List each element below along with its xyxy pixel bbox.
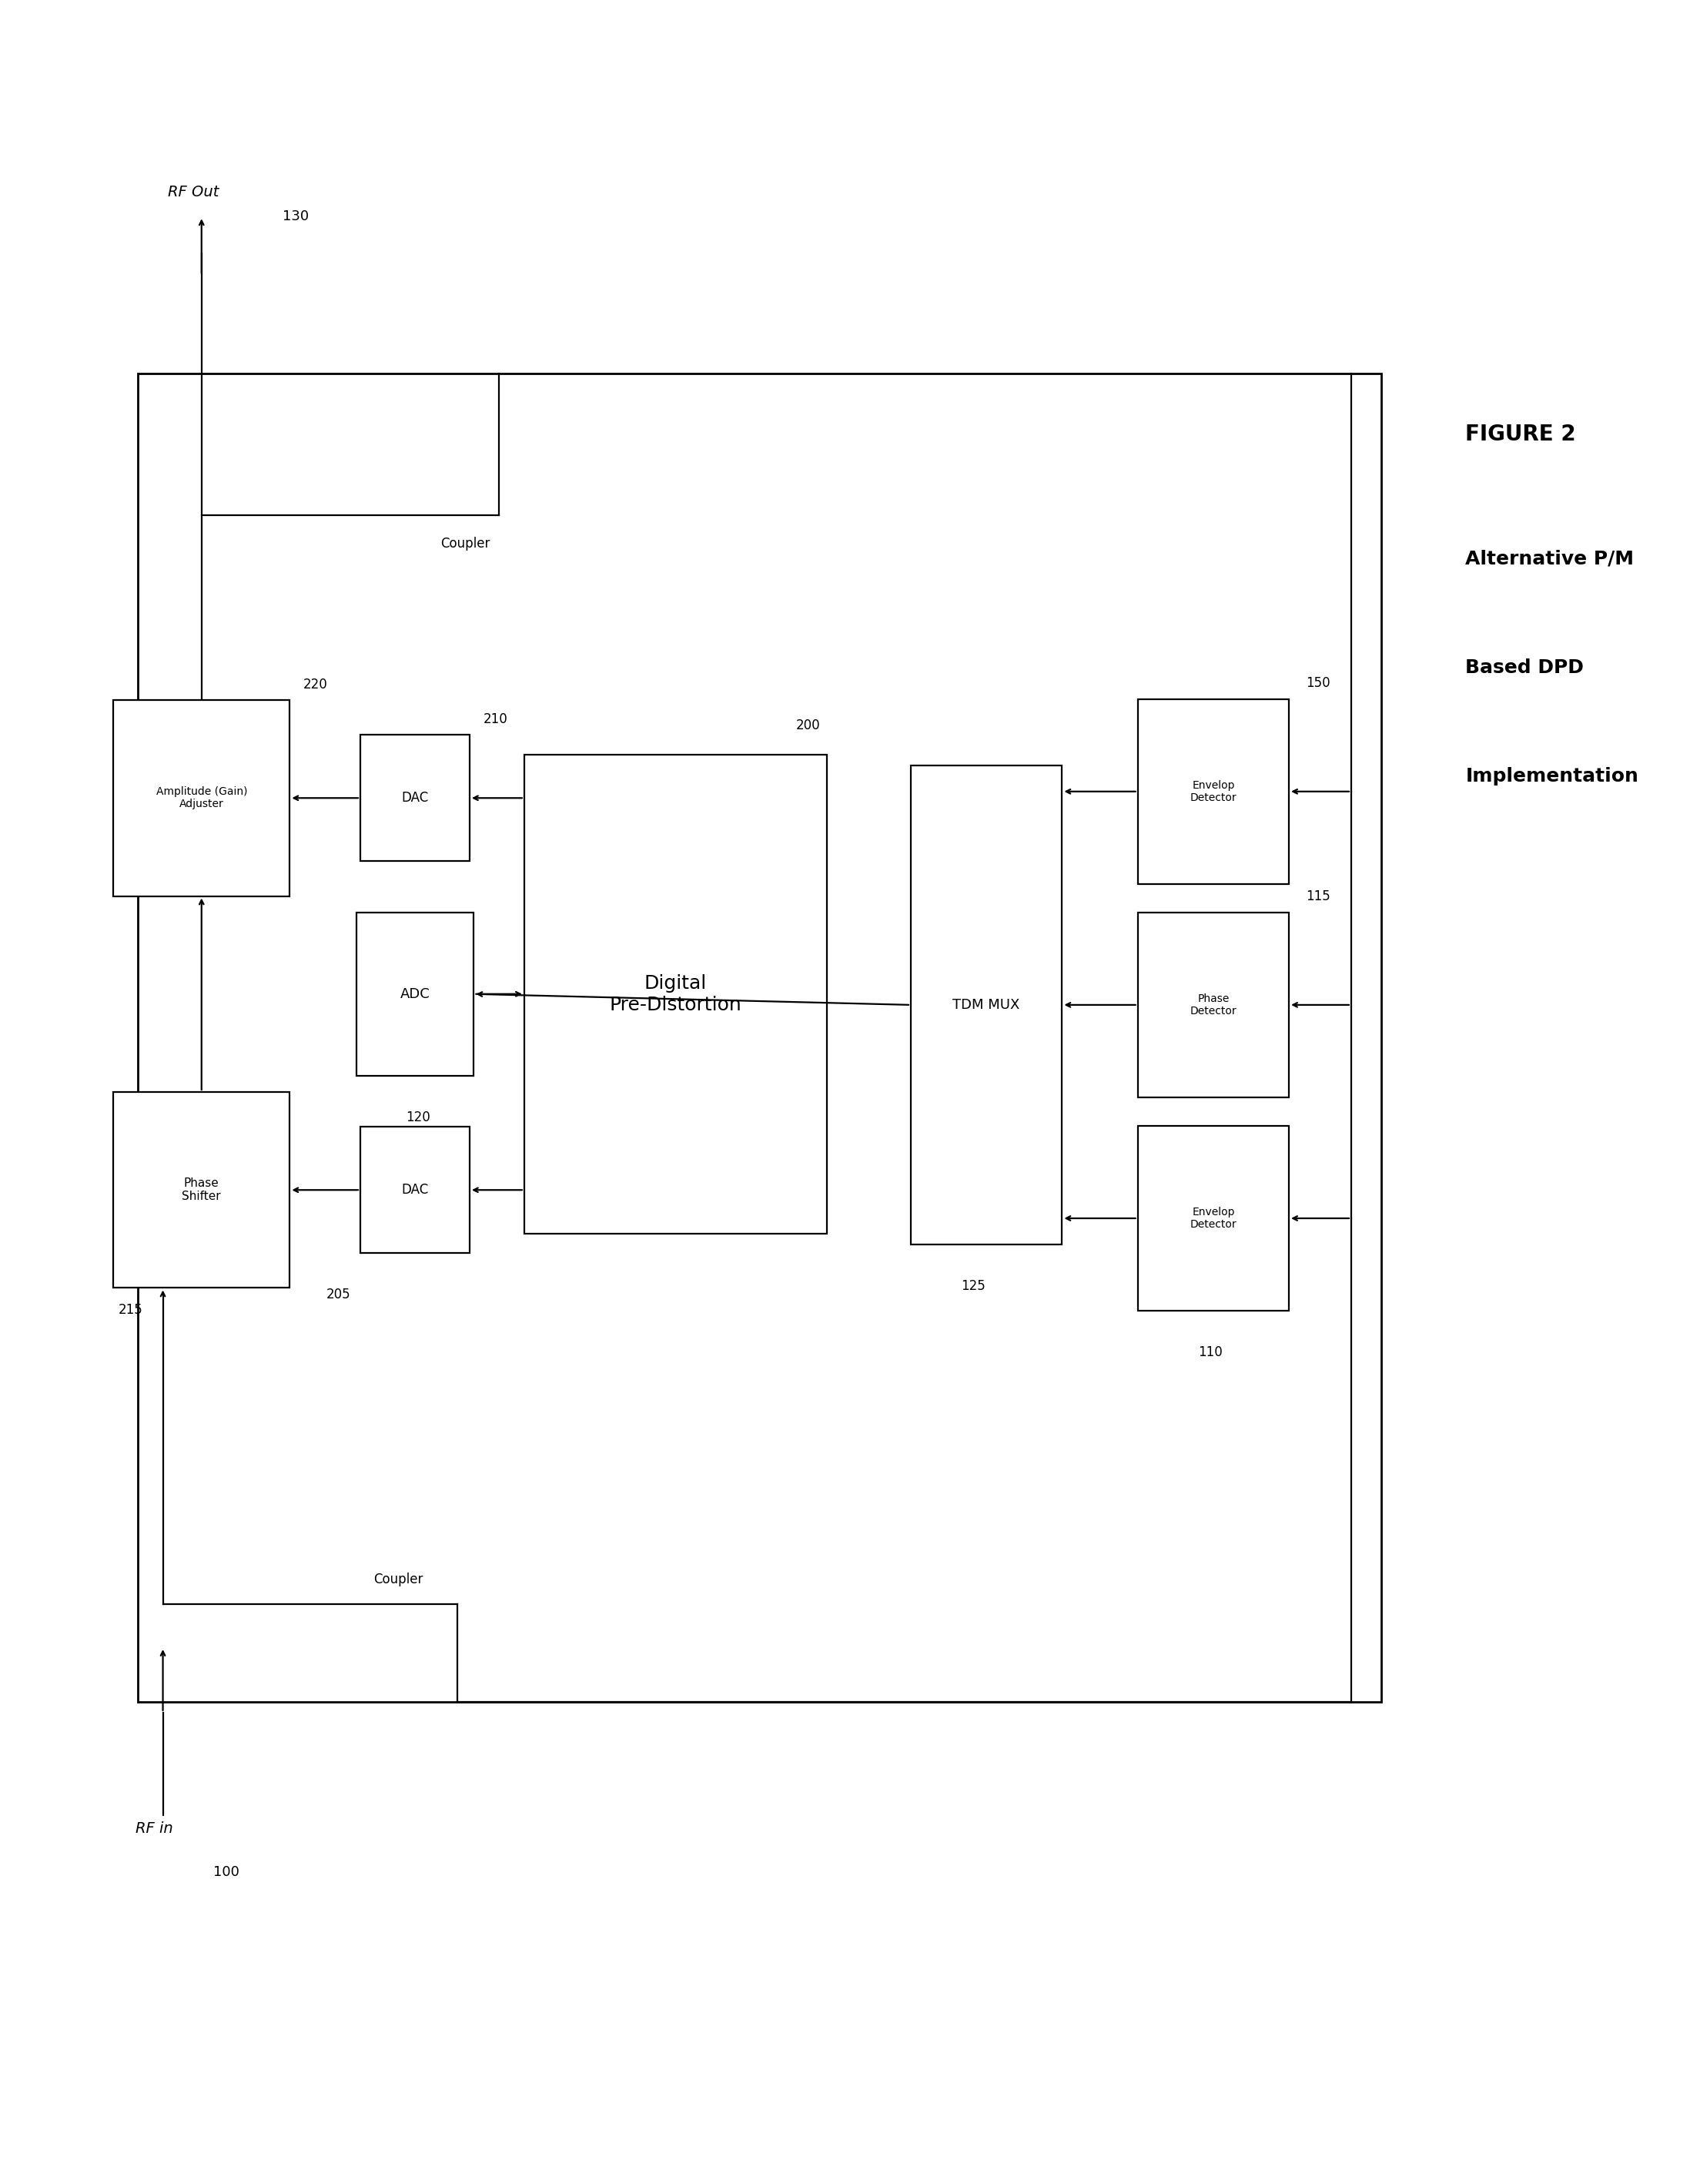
FancyBboxPatch shape (1137, 913, 1289, 1096)
Text: 200: 200 (796, 719, 820, 732)
Text: Alternative P/M: Alternative P/M (1465, 548, 1634, 568)
FancyBboxPatch shape (1137, 1125, 1289, 1310)
Text: Envelop
Detector: Envelop Detector (1190, 780, 1237, 804)
Text: 215: 215 (118, 1304, 142, 1317)
Text: Digital
Pre-Distortion: Digital Pre-Distortion (610, 974, 742, 1013)
Text: 220: 220 (303, 677, 328, 692)
FancyBboxPatch shape (357, 913, 473, 1077)
Text: 115: 115 (1306, 889, 1330, 904)
Text: ADC: ADC (401, 987, 429, 1000)
Text: Phase
Detector: Phase Detector (1190, 994, 1237, 1016)
Text: 205: 205 (326, 1289, 350, 1302)
Text: TDM MUX: TDM MUX (953, 998, 1021, 1011)
Text: Coupler: Coupler (373, 1572, 422, 1586)
FancyBboxPatch shape (360, 1127, 470, 1254)
Text: 210: 210 (483, 712, 507, 725)
FancyBboxPatch shape (524, 753, 826, 1234)
Text: 125: 125 (960, 1280, 985, 1293)
Text: DAC: DAC (402, 791, 429, 806)
FancyBboxPatch shape (1137, 699, 1289, 885)
Text: 130: 130 (282, 210, 309, 223)
Text: DAC: DAC (402, 1184, 429, 1197)
Text: Phase
Shifter: Phase Shifter (183, 1177, 221, 1203)
FancyBboxPatch shape (911, 764, 1061, 1245)
Text: Envelop
Detector: Envelop Detector (1190, 1208, 1237, 1230)
Text: Implementation: Implementation (1465, 767, 1639, 786)
Text: Coupler: Coupler (441, 537, 490, 550)
Text: Based DPD: Based DPD (1465, 657, 1584, 677)
Text: 100: 100 (213, 1865, 240, 1878)
Text: 120: 120 (406, 1109, 431, 1125)
Text: 150: 150 (1306, 677, 1330, 690)
Text: RF Out: RF Out (167, 186, 218, 199)
FancyBboxPatch shape (360, 734, 470, 860)
Text: 110: 110 (1198, 1345, 1222, 1361)
Text: FIGURE 2: FIGURE 2 (1465, 424, 1577, 446)
FancyBboxPatch shape (137, 373, 1381, 1701)
FancyBboxPatch shape (113, 1092, 289, 1289)
Text: Amplitude (Gain)
Adjuster: Amplitude (Gain) Adjuster (155, 786, 247, 810)
Text: RF in: RF in (135, 1821, 174, 1837)
FancyBboxPatch shape (113, 701, 289, 895)
